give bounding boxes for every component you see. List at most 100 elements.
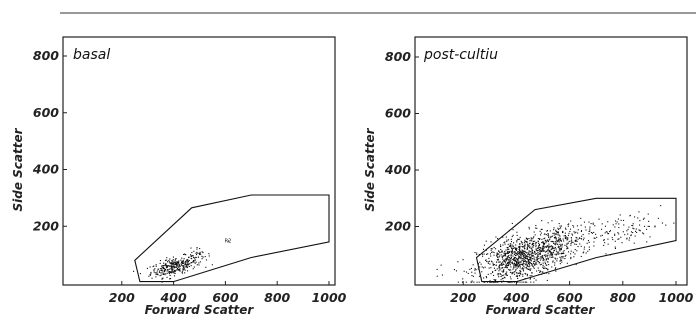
event-point	[211, 264, 213, 266]
event-point	[518, 238, 520, 240]
event-point	[506, 271, 508, 273]
event-point	[184, 264, 186, 266]
event-point	[614, 246, 616, 248]
event-point	[575, 237, 577, 239]
event-point	[546, 255, 548, 257]
x-axis: 200 400 600 800 1000	[450, 281, 694, 305]
event-point	[518, 257, 520, 259]
event-point	[151, 277, 153, 279]
event-point	[176, 265, 178, 267]
event-point	[529, 265, 531, 267]
event-point	[502, 277, 504, 279]
event-point	[544, 237, 546, 239]
event-point	[204, 256, 206, 258]
event-point	[178, 260, 180, 262]
event-point	[502, 261, 504, 263]
event-point	[518, 245, 520, 247]
event-point	[205, 259, 207, 261]
event-point	[543, 247, 545, 249]
event-point	[547, 233, 549, 235]
panel-title: basal	[73, 47, 110, 63]
event-point	[639, 220, 641, 222]
event-point	[588, 221, 590, 223]
event-point	[485, 249, 487, 251]
event-point	[523, 254, 525, 256]
event-point	[598, 218, 600, 220]
event-point	[567, 238, 569, 240]
event-point	[559, 235, 561, 237]
event-point	[526, 275, 528, 277]
event-point	[512, 263, 514, 265]
event-point	[584, 226, 586, 228]
event-point	[511, 244, 513, 246]
event-point	[172, 263, 174, 265]
event-point	[495, 264, 497, 266]
event-point	[502, 274, 504, 276]
event-point	[564, 244, 566, 246]
event-point	[185, 262, 187, 264]
event-point	[513, 258, 515, 260]
event-point	[500, 274, 502, 276]
event-point	[517, 281, 519, 283]
event-point	[562, 230, 564, 232]
event-point	[508, 258, 510, 260]
event-point	[157, 274, 159, 276]
event-point	[202, 252, 204, 254]
event-point	[181, 262, 183, 264]
event-point	[519, 243, 521, 245]
event-point	[579, 237, 581, 239]
event-point	[499, 269, 501, 271]
event-point	[498, 273, 500, 275]
event-point	[512, 229, 514, 231]
event-point	[629, 214, 631, 216]
event-point	[507, 256, 509, 258]
event-point	[654, 225, 656, 227]
event-point	[612, 239, 614, 241]
event-point	[208, 253, 210, 255]
gate-region[interactable]	[134, 194, 330, 283]
event-point	[548, 246, 550, 248]
event-point	[509, 250, 511, 252]
event-point	[503, 242, 505, 244]
event-point	[500, 254, 502, 256]
event-point	[518, 251, 520, 253]
event-point	[507, 264, 509, 266]
event-point	[489, 253, 491, 255]
event-point	[581, 235, 583, 237]
event-point	[499, 261, 501, 263]
event-point	[163, 262, 165, 264]
event-point	[552, 256, 554, 258]
event-point	[198, 253, 200, 255]
x-tick-label: 1000	[312, 290, 347, 305]
event-point	[171, 272, 173, 274]
event-point	[513, 242, 515, 244]
event-point	[549, 245, 551, 247]
event-point	[538, 242, 540, 244]
event-point	[161, 270, 163, 272]
event-point	[561, 243, 563, 245]
event-point	[594, 237, 596, 239]
event-point	[171, 263, 173, 265]
event-point	[539, 257, 541, 259]
event-point	[634, 216, 636, 218]
event-point	[168, 259, 170, 261]
y-axis: 200 400 600 800	[32, 48, 67, 233]
event-point	[570, 243, 572, 245]
event-point	[486, 253, 488, 255]
event-point	[523, 265, 525, 267]
event-point	[616, 221, 618, 223]
event-point	[539, 250, 541, 252]
event-point	[589, 228, 591, 230]
event-point	[498, 261, 500, 263]
event-point	[592, 222, 594, 224]
event-point	[516, 276, 518, 278]
gate-region[interactable]	[475, 197, 677, 283]
event-point	[574, 232, 576, 234]
event-point	[546, 279, 548, 281]
event-point	[581, 230, 583, 232]
event-point	[628, 239, 630, 241]
event-point	[517, 259, 519, 261]
event-point	[528, 262, 530, 264]
event-point	[489, 281, 491, 283]
event-point	[660, 205, 662, 207]
